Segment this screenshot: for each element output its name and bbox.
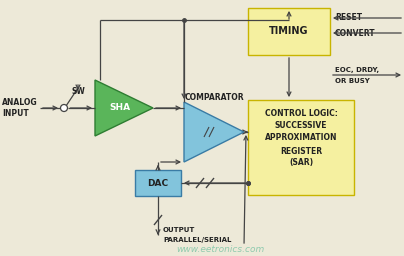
Text: COMPARATOR: COMPARATOR (184, 92, 244, 101)
FancyBboxPatch shape (135, 170, 181, 196)
Text: ANALOG
INPUT: ANALOG INPUT (2, 98, 38, 118)
Polygon shape (184, 102, 244, 162)
Text: OR BUSY: OR BUSY (335, 78, 370, 84)
Text: REGISTER: REGISTER (280, 146, 322, 155)
Text: SHA: SHA (109, 103, 130, 112)
Text: PARALLEL/SERIAL: PARALLEL/SERIAL (163, 237, 231, 243)
Text: DAC: DAC (147, 178, 168, 187)
FancyBboxPatch shape (248, 8, 330, 55)
Text: OUTPUT: OUTPUT (163, 227, 196, 233)
Text: EOC, DRDY,: EOC, DRDY, (335, 67, 379, 73)
Circle shape (61, 104, 67, 112)
Text: CONTROL LOGIC:: CONTROL LOGIC: (265, 110, 337, 119)
Text: www.eetronics.com: www.eetronics.com (176, 246, 264, 254)
Text: TIMING: TIMING (269, 27, 309, 37)
Text: APPROXIMATION: APPROXIMATION (265, 133, 337, 143)
Text: SW: SW (71, 88, 85, 97)
Polygon shape (95, 80, 153, 136)
Text: (SAR): (SAR) (289, 158, 313, 167)
FancyBboxPatch shape (248, 100, 354, 195)
Text: CONVERT: CONVERT (335, 28, 376, 37)
Text: SUCCESSIVE: SUCCESSIVE (275, 122, 327, 131)
Text: RESET: RESET (335, 14, 362, 23)
